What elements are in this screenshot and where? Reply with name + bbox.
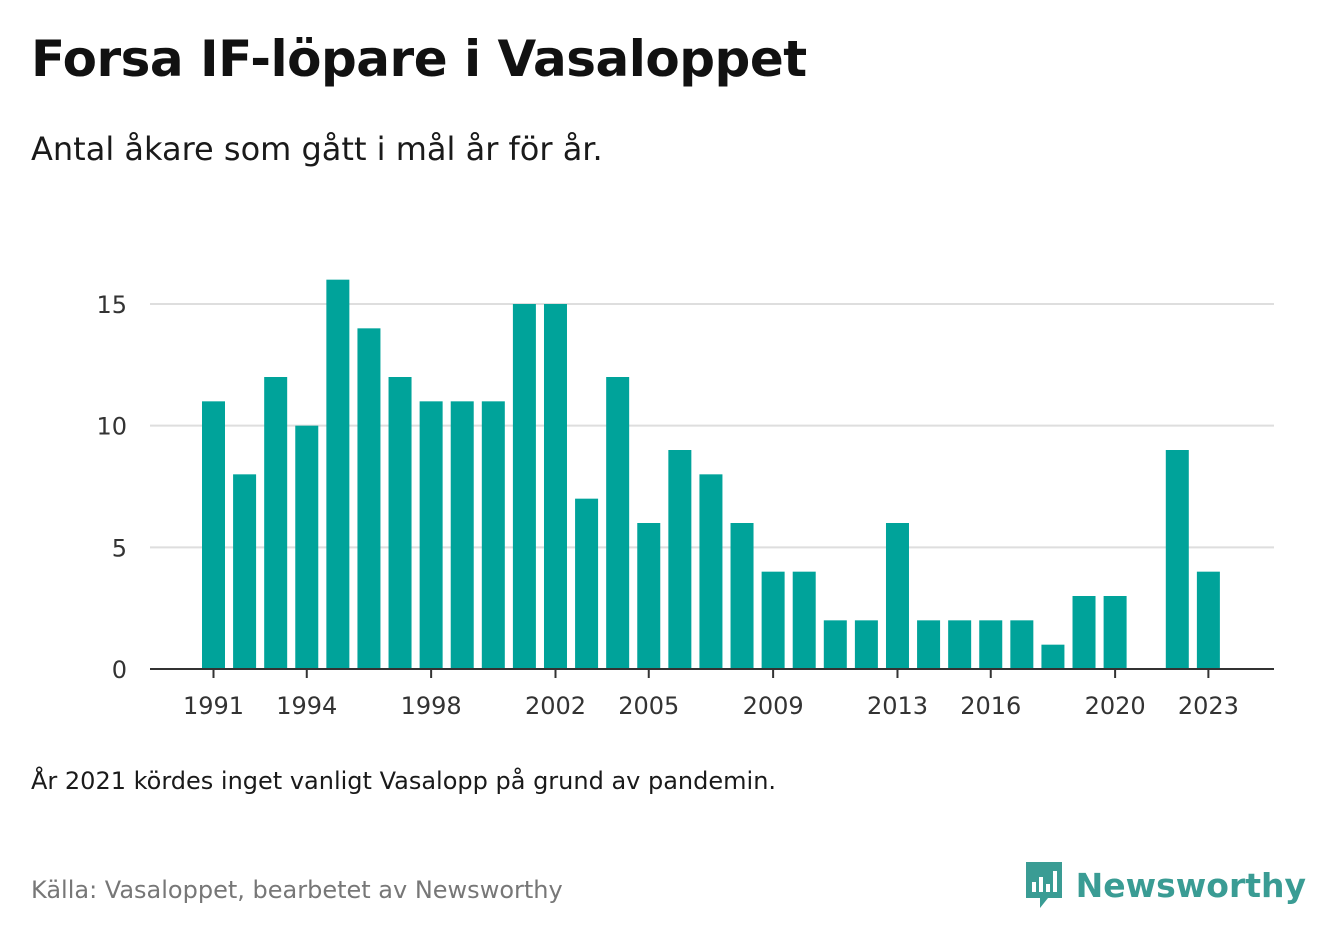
bar-2015 bbox=[948, 620, 972, 669]
x-tick-label: 2020 bbox=[1085, 692, 1146, 720]
bar-2013 bbox=[885, 523, 909, 669]
x-tick-label: 2023 bbox=[1178, 692, 1239, 720]
y-tick-label: 15 bbox=[96, 291, 127, 319]
bar-2022 bbox=[1165, 450, 1189, 669]
x-tick-label: 2009 bbox=[743, 692, 804, 720]
bar-2014 bbox=[917, 620, 941, 669]
x-tick-label: 1991 bbox=[183, 692, 244, 720]
bar-2011 bbox=[823, 620, 847, 669]
brand-logo: Newsworthy bbox=[1024, 860, 1306, 910]
bar-2007 bbox=[699, 474, 723, 669]
bar-2018 bbox=[1041, 644, 1065, 669]
bar-2017 bbox=[1010, 620, 1034, 669]
bar-1992 bbox=[233, 474, 257, 669]
bar-1995 bbox=[326, 279, 350, 669]
bar-1998 bbox=[419, 401, 443, 669]
bar-2006 bbox=[668, 450, 692, 669]
bar-1991 bbox=[202, 401, 225, 669]
bar-chart: 0 5 10 15 1991 1994 1998 2002 2005 2009 2013 2016 20… bbox=[96, 279, 1274, 720]
bar-2001 bbox=[512, 304, 536, 669]
bar-2003 bbox=[575, 498, 599, 669]
x-tick-label: 1998 bbox=[401, 692, 462, 720]
bar-1997 bbox=[388, 377, 412, 669]
newsworthy-logo-icon bbox=[1025, 862, 1062, 908]
x-tick-label: 2013 bbox=[867, 692, 928, 720]
bar-2023 bbox=[1196, 571, 1220, 669]
x-tick-label: 2005 bbox=[618, 692, 679, 720]
x-tick-label: 1994 bbox=[276, 692, 337, 720]
x-tick-label: 2016 bbox=[960, 692, 1021, 720]
x-tick-label: 2002 bbox=[525, 692, 586, 720]
bar-1999 bbox=[450, 401, 474, 669]
bar-2000 bbox=[481, 401, 505, 669]
bar-2019 bbox=[1072, 596, 1096, 669]
bar-2005 bbox=[637, 523, 661, 669]
bar-2002 bbox=[543, 304, 567, 669]
footnote: År 2021 kördes inget vanligt Vasalopp på… bbox=[31, 767, 777, 795]
bar-1996 bbox=[357, 328, 381, 669]
source-credit: Källa: Vasaloppet, bearbetet av Newswort… bbox=[31, 876, 563, 904]
bar-2020 bbox=[1103, 596, 1127, 669]
bar-2008 bbox=[730, 523, 754, 669]
chart-subtitle: Antal åkare som gått i mål år för år. bbox=[31, 130, 603, 168]
bar-2009 bbox=[761, 571, 785, 669]
bar-2016 bbox=[979, 620, 1003, 669]
y-tick-label: 5 bbox=[112, 534, 127, 562]
chart-title: Forsa IF-löpare i Vasaloppet bbox=[31, 30, 807, 88]
bar-2010 bbox=[792, 571, 816, 669]
y-tick-label: 10 bbox=[96, 413, 127, 441]
bar-2004 bbox=[606, 377, 630, 669]
brand-name: Newsworthy bbox=[1075, 865, 1306, 905]
bar-1993 bbox=[264, 377, 288, 669]
bar-1994 bbox=[295, 425, 319, 669]
bar-2012 bbox=[854, 620, 878, 669]
y-tick-label: 0 bbox=[112, 656, 127, 684]
